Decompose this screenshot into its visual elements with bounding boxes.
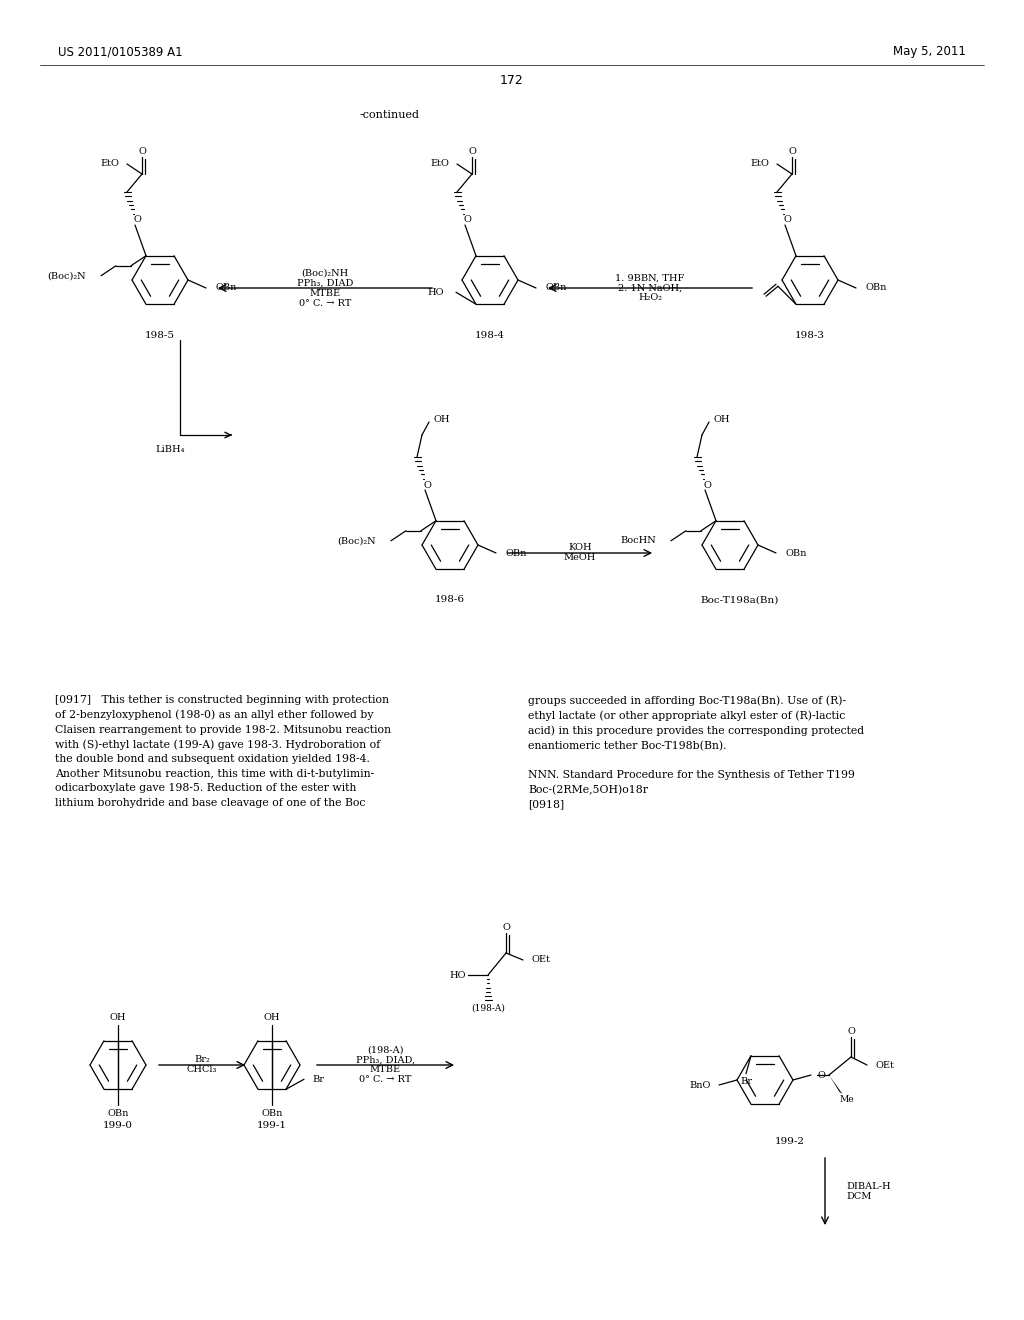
Text: O: O — [138, 148, 146, 157]
Text: groups succeeded in affording Boc-T198a(Bn). Use of (R)-
ethyl lactate (or other: groups succeeded in affording Boc-T198a(… — [528, 696, 864, 809]
Text: (Boc)₂N: (Boc)₂N — [337, 536, 376, 545]
Text: O: O — [783, 215, 791, 224]
Text: Me: Me — [840, 1094, 854, 1104]
Text: DCM: DCM — [846, 1192, 871, 1201]
Text: 2. 1N NaOH,: 2. 1N NaOH, — [617, 284, 682, 293]
Text: O: O — [133, 215, 141, 224]
Text: H₂O₂: H₂O₂ — [638, 293, 662, 302]
Text: MTBE: MTBE — [309, 289, 341, 297]
Text: 199-0: 199-0 — [103, 1121, 133, 1130]
Text: [0917]   This tether is constructed beginning with protection
of 2-benzyloxyphen: [0917] This tether is constructed beginn… — [55, 696, 391, 808]
Text: PPh₃, DIAD: PPh₃, DIAD — [297, 279, 353, 288]
Text: O: O — [788, 148, 796, 157]
Text: Br₂: Br₂ — [195, 1056, 210, 1064]
Text: 172: 172 — [500, 74, 524, 87]
Text: BnO: BnO — [689, 1081, 711, 1089]
Text: OBn: OBn — [261, 1109, 283, 1118]
Text: OH: OH — [264, 1012, 281, 1022]
Text: OBn: OBn — [108, 1109, 129, 1118]
Text: O: O — [502, 924, 510, 932]
Text: US 2011/0105389 A1: US 2011/0105389 A1 — [58, 45, 182, 58]
Text: EtO: EtO — [751, 160, 769, 169]
Text: OBn: OBn — [786, 549, 807, 557]
Text: 199-1: 199-1 — [257, 1121, 287, 1130]
Text: OBn: OBn — [506, 549, 527, 557]
Text: DIBAL-H: DIBAL-H — [846, 1181, 891, 1191]
Text: O: O — [847, 1027, 855, 1036]
Text: 1. 9BBN, THF: 1. 9BBN, THF — [615, 273, 685, 282]
Text: EtO: EtO — [100, 160, 119, 169]
Text: 199-2: 199-2 — [775, 1138, 805, 1147]
Text: HO: HO — [427, 288, 444, 297]
Text: Br: Br — [740, 1077, 752, 1086]
Text: EtO: EtO — [430, 160, 449, 169]
Text: O: O — [463, 215, 471, 224]
Text: 198-3: 198-3 — [795, 330, 825, 339]
Text: 198-5: 198-5 — [145, 330, 175, 339]
Text: 0° C. → RT: 0° C. → RT — [359, 1076, 412, 1085]
Text: (Boc)₂NH: (Boc)₂NH — [301, 268, 348, 277]
Text: OEt: OEt — [876, 1060, 895, 1069]
Text: (Boc)₂N: (Boc)₂N — [47, 271, 86, 280]
Text: OBn: OBn — [866, 284, 888, 293]
Text: O: O — [423, 480, 431, 490]
Text: OH: OH — [714, 414, 730, 424]
Text: O: O — [703, 480, 711, 490]
Text: PPh₃, DIAD,: PPh₃, DIAD, — [356, 1056, 415, 1064]
Text: Br: Br — [312, 1074, 324, 1084]
Text: HO: HO — [450, 970, 466, 979]
Text: -continued: -continued — [360, 110, 420, 120]
Text: OBn: OBn — [216, 284, 238, 293]
Text: Boc-T198a(Bn): Boc-T198a(Bn) — [700, 595, 779, 605]
Text: O: O — [817, 1071, 825, 1080]
Text: 0° C. → RT: 0° C. → RT — [299, 298, 351, 308]
Text: OH: OH — [434, 414, 451, 424]
Text: May 5, 2011: May 5, 2011 — [893, 45, 966, 58]
Text: (198-A): (198-A) — [368, 1045, 403, 1055]
Text: OH: OH — [110, 1012, 126, 1022]
Text: MTBE: MTBE — [370, 1065, 401, 1074]
Text: OBn: OBn — [546, 284, 567, 293]
Text: MeOH: MeOH — [564, 553, 596, 562]
Text: 198-4: 198-4 — [475, 330, 505, 339]
Text: O: O — [468, 148, 476, 157]
Text: OEt: OEt — [531, 956, 550, 965]
Text: BocHN: BocHN — [621, 536, 656, 545]
Text: 198-6: 198-6 — [435, 595, 465, 605]
Polygon shape — [829, 1074, 843, 1094]
Text: (198-A): (198-A) — [471, 1003, 505, 1012]
Text: LiBH₄: LiBH₄ — [155, 446, 184, 454]
Text: CHCl₃: CHCl₃ — [186, 1065, 217, 1074]
Text: KOH: KOH — [568, 544, 592, 553]
